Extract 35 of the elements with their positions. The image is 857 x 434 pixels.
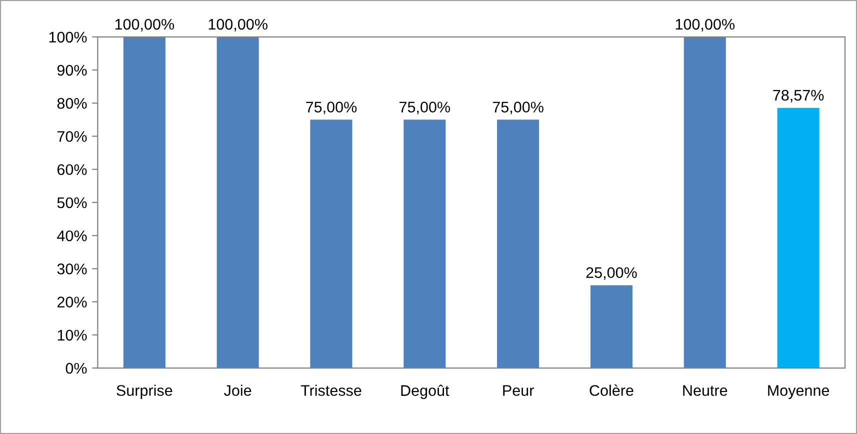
bar [590,285,632,368]
x-tick-label: Colère [590,384,634,396]
bar [497,120,540,368]
bar [123,36,166,368]
y-tick-label: 10% [58,330,87,341]
y-tick-label: 20% [57,296,87,308]
x-tick-label: Tristesse [300,384,362,396]
data-label: 75,00% [306,102,357,114]
bar [404,120,446,368]
data-label: 25,00% [586,267,637,280]
data-label: 100,00% [676,18,734,32]
bar [684,36,726,368]
bar [777,108,820,368]
y-tick-label: 80% [57,98,87,109]
x-tick-label: Moyenne [768,385,830,399]
x-tick-label: Peur [503,385,534,396]
y-tick-label: 40% [57,230,87,242]
y-tick-label: 70% [57,131,87,142]
x-tick-label: Joie [224,384,252,396]
data-label: 100,00% [115,18,174,32]
data-label: 75,00% [492,102,544,114]
x-tick-label: Neutre [683,385,728,396]
y-tick-label: 50% [57,197,87,208]
x-tick-label: Degoût [401,384,450,399]
y-tick-label: 100% [49,32,87,43]
data-label: 100,00% [208,18,268,32]
y-tick-label: 90% [57,64,87,76]
y-tick-label: 0% [66,362,87,374]
data-label: 75,00% [400,102,450,114]
y-tick-label: 30% [57,264,87,274]
y-tick-label: 60% [57,164,87,176]
data-label: 78,57% [773,90,824,102]
bar [216,36,259,368]
bar [310,120,352,368]
x-tick-label: Surprise [116,384,172,399]
